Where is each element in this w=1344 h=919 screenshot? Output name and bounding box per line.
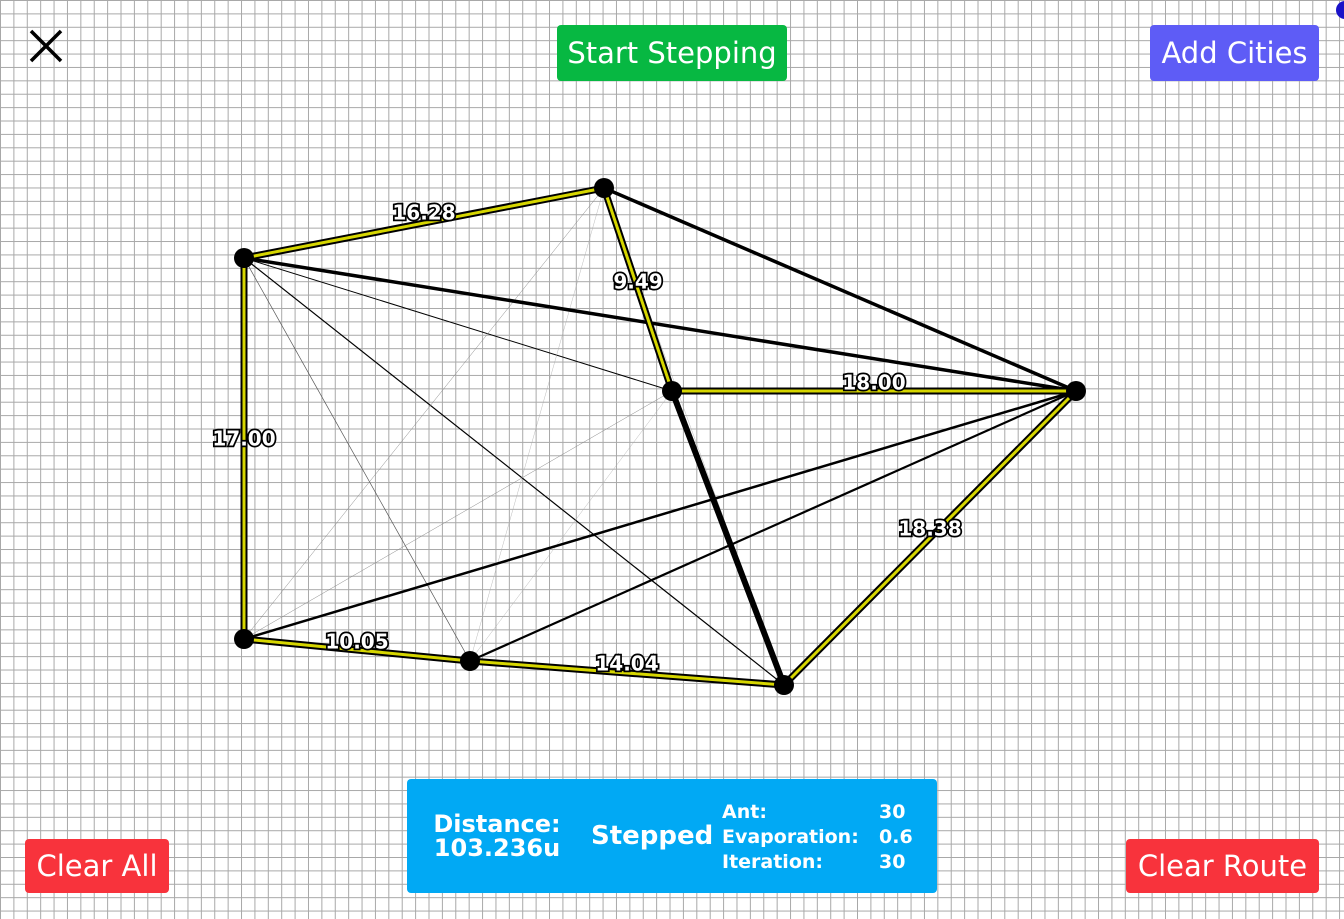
edge [243,257,471,662]
info-panel: Distance: 103.236u Stepped Ant: 30 Evapo… [407,779,937,893]
edge-distance-label: 14.04 [595,652,658,676]
add-cities-button[interactable]: Add Cities [1150,25,1319,81]
clear-all-button[interactable]: Clear All [25,839,169,893]
city-node[interactable] [662,381,682,401]
edge [243,256,1077,393]
edge-distance-label: 10.05 [325,630,388,654]
edge [469,187,605,662]
distance-readout: Distance: 103.236u [407,812,587,860]
city-node[interactable] [234,248,254,268]
city-node[interactable] [774,675,794,695]
edge-distance-label: 18.00 [842,371,905,395]
start-stepping-button[interactable]: Start Stepping [557,25,787,81]
edge [243,257,673,392]
edge [243,257,785,686]
edge-distance-label: 18.38 [898,517,961,541]
edge [243,389,1077,641]
edge [603,186,1077,393]
distance-value: 103.236u [433,834,561,862]
city-node[interactable] [460,651,480,671]
close-button[interactable] [26,26,66,66]
status-text: Stepped [591,821,714,851]
edge [469,390,673,662]
edge-distance-label: 9.49 [613,270,662,294]
city-node[interactable] [234,629,254,649]
evaporation-label: Evaporation: [722,826,859,848]
edge [243,390,673,640]
evaporation-value: 0.6 [879,826,913,848]
ant-value: 30 [879,801,906,823]
iteration-label: Iteration: [722,851,824,873]
city-node[interactable] [1066,381,1086,401]
status-indicator [1336,1,1344,19]
ant-label: Ant: [722,801,767,823]
city-node[interactable] [594,178,614,198]
edge [469,389,1077,663]
route-outline [240,184,1080,689]
iteration-value: 30 [879,851,906,873]
clear-route-button[interactable]: Clear Route [1126,839,1319,893]
close-icon [29,29,63,63]
edge [243,187,605,640]
best-route [242,186,1078,687]
edge-distance-label: 16.28 [392,201,455,225]
distance-label: Distance: [433,810,561,838]
edge-distance-label: 17.00 [212,427,275,451]
edge [669,389,787,687]
